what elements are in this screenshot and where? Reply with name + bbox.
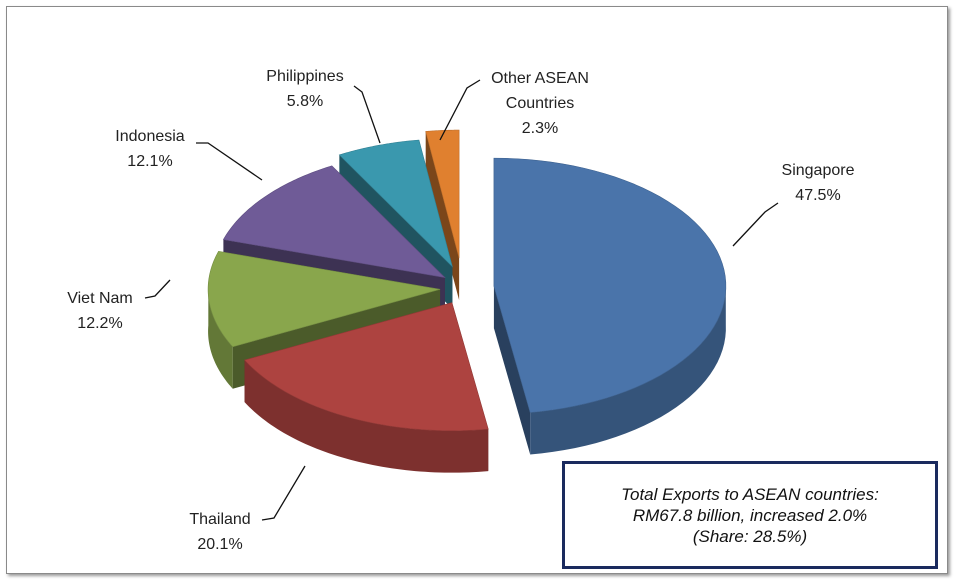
slice-value: 2.3% (521, 120, 559, 137)
annotation-line: RM67.8 billion, increased 2.0% (632, 505, 868, 525)
slice-side-face (425, 131, 460, 301)
leader-line-singapore (732, 202, 779, 247)
slice-value: 5.8% (286, 93, 324, 110)
slice-outer-wall (208, 283, 233, 389)
leader-line-viet-nam (144, 279, 171, 299)
slice-top-face (425, 129, 460, 259)
annotation-line: (Share: 28.5%) (692, 526, 808, 546)
slice-value: 47.5% (795, 187, 841, 204)
leader-line-other (439, 79, 481, 141)
label-other-asean: Other ASEAN Countries 2.3% (491, 66, 589, 141)
slice-label: Countries (505, 95, 575, 112)
slice-value: 20.1% (197, 536, 243, 553)
label-singapore: Singapore 47.5% (782, 158, 855, 208)
summary-annotation-box: Total Exports to ASEAN countries: RM67.8… (562, 461, 938, 569)
pie-slice-singapore (493, 157, 727, 455)
pie-slice-other-asean-countries (425, 129, 460, 301)
leader-line-thailand (261, 465, 306, 521)
slice-top-face (207, 250, 441, 348)
slice-top-face (493, 157, 727, 413)
slice-outer-wall (530, 282, 726, 455)
slice-side-face (493, 286, 531, 455)
leader-line-philippines (353, 85, 381, 144)
slice-label: Other ASEAN (491, 70, 589, 87)
label-indonesia: Indonesia 12.1% (115, 124, 184, 174)
slice-label: Thailand (189, 511, 251, 528)
slice-outer-wall (244, 360, 489, 473)
label-thailand: Thailand 20.1% (189, 507, 250, 557)
slice-value: 12.2% (77, 315, 123, 332)
annotation-line: Total Exports to ASEAN countries: (621, 484, 879, 504)
slice-value: 12.1% (127, 153, 173, 170)
slice-label: Philippines (266, 68, 344, 85)
slice-top-face (222, 165, 446, 279)
slice-label: Viet Nam (67, 290, 133, 307)
slice-label: Indonesia (115, 128, 185, 145)
pie-slice-thailand (244, 302, 489, 473)
label-viet-nam: Viet Nam 12.2% (67, 286, 133, 336)
leader-line-indonesia (196, 142, 263, 181)
label-philippines: Philippines 5.8% (266, 64, 343, 114)
slice-top-face (244, 302, 489, 431)
slice-label: Singapore (781, 162, 855, 179)
slice-top-face (338, 139, 453, 268)
